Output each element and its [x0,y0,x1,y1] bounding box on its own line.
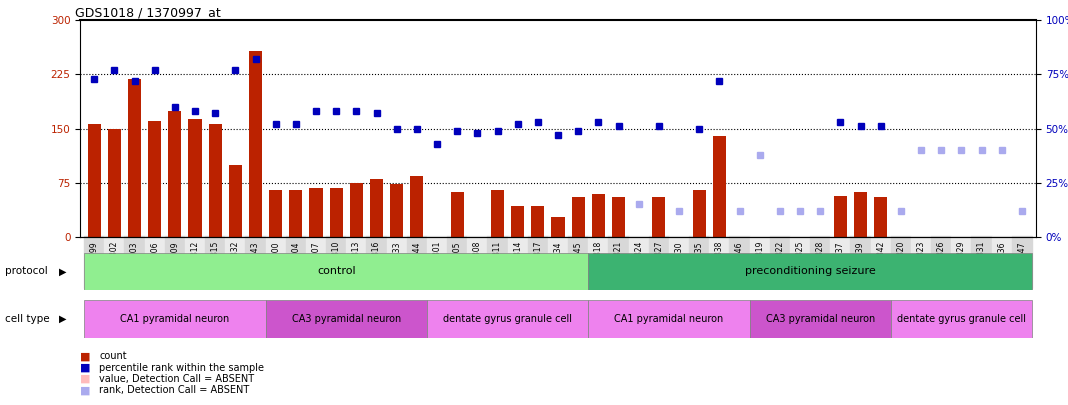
Text: ■: ■ [80,374,91,384]
Bar [84,300,266,338]
Bar [693,190,706,237]
Bar [370,179,383,237]
Text: control: control [317,266,356,276]
Bar [653,197,665,237]
Text: CA3 pyramidal neuron: CA3 pyramidal neuron [292,314,400,324]
Bar [834,196,847,237]
Bar [188,119,202,237]
Bar [208,124,222,237]
Text: CA3 pyramidal neuron: CA3 pyramidal neuron [766,314,875,324]
Bar [88,124,100,237]
Bar [891,300,1032,338]
Bar [571,197,585,237]
Text: ■: ■ [80,352,91,361]
Text: percentile rank within the sample: percentile rank within the sample [99,363,264,373]
Text: value, Detection Call = ABSENT: value, Detection Call = ABSENT [99,374,254,384]
Bar [148,122,161,237]
Text: ▶: ▶ [59,266,66,276]
Text: cell type: cell type [5,314,50,324]
Text: ■: ■ [80,363,91,373]
Bar [612,197,625,237]
Text: dentate gyrus granule cell: dentate gyrus granule cell [443,314,572,324]
Bar [289,190,302,237]
Bar [531,206,545,237]
Bar [874,197,888,237]
Text: preconditioning seizure: preconditioning seizure [744,266,876,276]
Bar [350,183,363,237]
Text: dentate gyrus granule cell: dentate gyrus granule cell [897,314,1026,324]
Bar [750,300,891,338]
Bar [266,300,427,338]
Bar [108,129,121,237]
Bar [451,192,464,237]
Bar [229,165,242,237]
Text: rank, Detection Call = ABSENT: rank, Detection Call = ABSENT [99,386,250,395]
Bar [84,253,588,290]
Bar [491,190,504,237]
Text: CA1 pyramidal neuron: CA1 pyramidal neuron [614,314,723,324]
Bar [310,188,323,237]
Text: ▶: ▶ [59,314,66,324]
Bar [551,217,565,237]
Bar [390,184,404,237]
Text: ■: ■ [80,386,91,395]
Bar [588,300,750,338]
Text: count: count [99,352,127,361]
Bar [330,188,343,237]
Bar [712,136,726,237]
Bar [128,79,141,237]
Bar [249,51,262,237]
Bar [588,253,1032,290]
Text: protocol: protocol [5,266,48,276]
Bar [854,192,867,237]
Bar [169,111,182,237]
Text: GDS1018 / 1370997_at: GDS1018 / 1370997_at [76,6,221,19]
Bar [592,194,604,237]
Bar [427,300,588,338]
Text: CA1 pyramidal neuron: CA1 pyramidal neuron [121,314,230,324]
Bar [269,190,282,237]
Bar [512,206,524,237]
Bar [410,175,423,237]
